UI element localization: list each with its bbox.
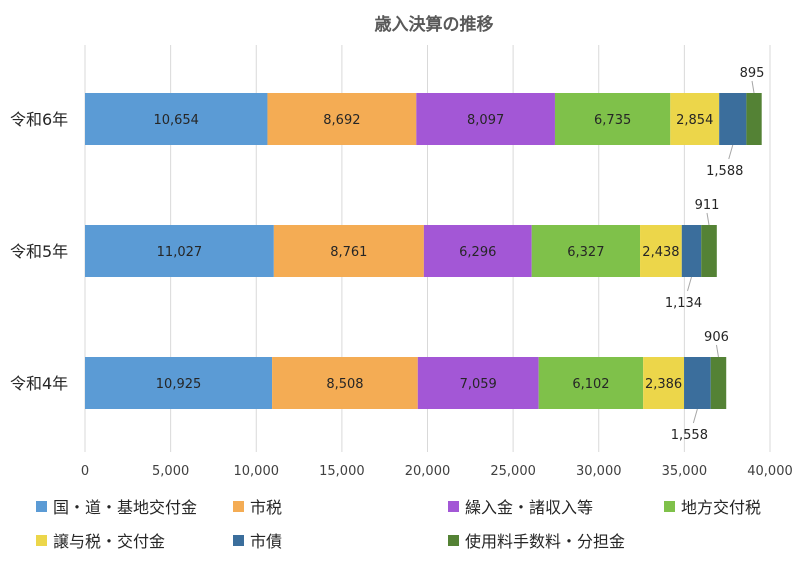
category-label: 令和4年 (10, 374, 68, 393)
legend-label: 使用料手数料・分担金 (465, 532, 626, 551)
legend-label: 市税 (250, 498, 283, 517)
bar-segment (85, 93, 268, 145)
legend-item: 使用料手数料・分担金 (448, 529, 625, 551)
bar-segment (417, 357, 539, 409)
data-label: 8,097 (467, 113, 504, 128)
x-tick-label: 30,000 (576, 464, 622, 479)
x-axis-ticks: 0 5,000 10,000 15,000 20,000 25,000 30,000 35,0… (81, 464, 793, 479)
data-label: 911 (695, 198, 720, 213)
bar-segment (640, 225, 682, 277)
legend-item: 譲与税・交付金 (36, 529, 165, 551)
legend-item: 市税 (233, 495, 282, 517)
callout-line (692, 408, 698, 424)
callout-line (687, 276, 692, 292)
legend-swatch (36, 534, 47, 546)
legend-swatch (36, 500, 47, 512)
legend-label: 地方交付税 (681, 498, 762, 517)
bar-segment (85, 357, 273, 409)
legend-swatch (448, 534, 459, 546)
legend-item: 繰入金・諸収入等 (448, 495, 593, 517)
legend-swatch (448, 500, 459, 512)
legend-label: 国・道・基地交付金 (53, 498, 198, 517)
category-label: 令和6年 (10, 110, 68, 129)
callout-line (706, 212, 710, 226)
bar-segment (643, 357, 685, 409)
legend-item: 国・道・基地交付金 (36, 495, 197, 517)
x-tick-label: 0 (81, 464, 89, 479)
data-label: 906 (704, 330, 729, 345)
callout-line (728, 144, 734, 160)
bar-segment (272, 357, 418, 409)
data-label: 8,508 (326, 377, 363, 392)
callout-line (751, 80, 755, 94)
bar-segment (684, 357, 711, 409)
data-labels: 10,654 8,692 8,097 6,735 2,854 1,588 895 11,027… (153, 66, 764, 443)
chart-title: 歳入決算の推移 (375, 14, 494, 35)
data-label: 10,925 (156, 377, 202, 392)
bar-segment (554, 93, 671, 145)
bar-segment (416, 93, 555, 145)
data-label: 6,296 (459, 245, 496, 260)
bar-segment (701, 225, 717, 277)
data-label: 1,134 (665, 296, 702, 311)
x-tick-label: 20,000 (405, 464, 451, 479)
bar-segment (273, 225, 424, 277)
legend-swatch (233, 534, 244, 546)
bar-segment (710, 357, 727, 409)
legend-swatch (664, 500, 675, 512)
legend-swatch (233, 500, 244, 512)
data-label: 2,854 (676, 113, 713, 128)
data-label: 2,438 (642, 245, 679, 260)
data-label: 7,059 (460, 377, 497, 392)
bar-segments (85, 93, 762, 409)
bar-segment (681, 225, 702, 277)
legend-label: 市債 (250, 532, 283, 551)
chart-legend: 国・道・基地交付金 市税 繰入金・諸収入等 地方交付税譲与税・交付金 市債 使用料手数料・… (36, 495, 796, 555)
legend-label: 譲与税・交付金 (53, 532, 166, 551)
bar-segment (267, 93, 417, 145)
data-label: 2,386 (645, 377, 682, 392)
callout-line (715, 344, 719, 358)
data-label: 895 (740, 66, 765, 81)
x-tick-label: 10,000 (234, 464, 280, 479)
legend-item: 地方交付税 (664, 495, 761, 517)
data-label: 6,327 (567, 245, 604, 260)
x-tick-label: 25,000 (490, 464, 536, 479)
bar-segment (746, 93, 762, 145)
category-label: 令和5年 (10, 242, 68, 261)
legend-label: 繰入金・諸収入等 (465, 498, 594, 517)
bar-segment (423, 225, 532, 277)
bar-segment (85, 225, 274, 277)
data-label: 10,654 (153, 113, 199, 128)
x-tick-label: 15,000 (319, 464, 365, 479)
legend-item: 市債 (233, 529, 282, 551)
data-label: 8,761 (330, 245, 367, 260)
data-label: 6,102 (572, 377, 609, 392)
x-tick-label: 5,000 (152, 464, 189, 479)
data-label: 1,558 (671, 428, 708, 443)
data-label: 1,588 (706, 164, 743, 179)
callout-lines (687, 80, 755, 424)
bar-segment (531, 225, 641, 277)
data-label: 8,692 (323, 113, 360, 128)
data-label: 6,735 (594, 113, 631, 128)
data-label: 11,027 (157, 245, 203, 260)
x-tick-label: 35,000 (662, 464, 708, 479)
bar-segment (719, 93, 747, 145)
bar-segment (538, 357, 644, 409)
bar-segment (670, 93, 720, 145)
x-tick-label: 40,000 (747, 464, 793, 479)
